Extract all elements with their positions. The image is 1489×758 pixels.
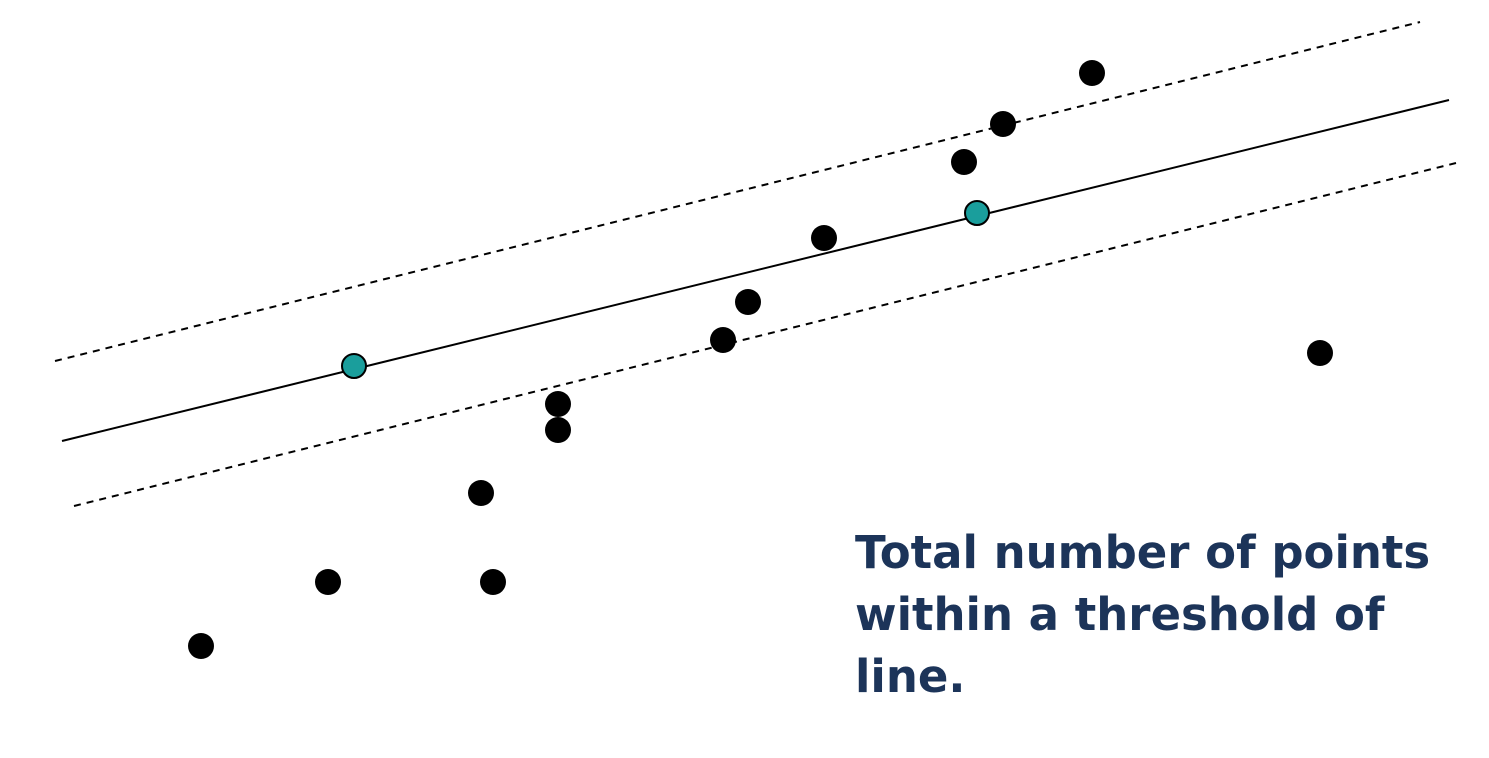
data-points (188, 60, 1333, 659)
data-point (188, 633, 214, 659)
fitted-line (61, 99, 1450, 442)
lower-threshold-line (73, 162, 1457, 507)
data-point (735, 289, 761, 315)
data-point (468, 480, 494, 506)
data-point (951, 149, 977, 175)
data-point (811, 225, 837, 251)
data-point (545, 417, 571, 443)
data-point (480, 569, 506, 595)
upper-threshold-line (54, 21, 1421, 362)
data-point (1079, 60, 1105, 86)
sample-point (964, 200, 990, 226)
data-point (710, 327, 736, 353)
data-point (545, 391, 571, 417)
data-point (315, 569, 341, 595)
data-point (1307, 340, 1333, 366)
sample-points (341, 200, 990, 379)
caption-text: Total number of points within a threshol… (855, 526, 1431, 703)
data-point (990, 111, 1016, 137)
sample-point (341, 353, 367, 379)
